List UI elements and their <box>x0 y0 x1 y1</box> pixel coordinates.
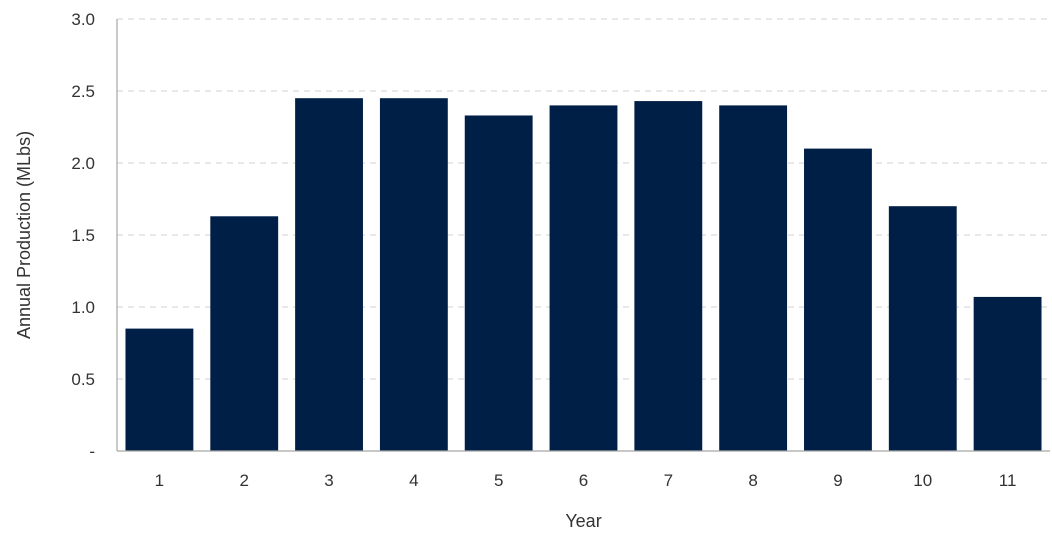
bar-year-2 <box>210 216 279 451</box>
x-tick-label: 11 <box>999 471 1017 490</box>
x-axis-title: Year <box>565 511 601 531</box>
x-tick-label: 6 <box>579 471 588 490</box>
bar-year-7 <box>634 101 703 451</box>
bar-year-11 <box>973 296 1042 451</box>
x-tick-label: 3 <box>324 471 333 490</box>
y-tick-label: - <box>89 442 95 461</box>
y-tick-label: 2.5 <box>71 82 95 101</box>
y-tick-label: 1.0 <box>71 298 95 317</box>
y-tick-labels: - 0.5 1.0 1.5 2.0 2.5 3.0 <box>71 10 95 461</box>
y-tick-label: 2.0 <box>71 154 95 173</box>
y-axis-title: Annual Production (MLbs) <box>14 131 34 339</box>
x-tick-label: 5 <box>494 471 503 490</box>
x-tick-label: 7 <box>664 471 673 490</box>
bar-year-5 <box>464 115 533 451</box>
x-tick-label: 8 <box>748 471 757 490</box>
y-tick-label: 0.5 <box>71 370 95 389</box>
y-tick-label: 1.5 <box>71 226 95 245</box>
bar-year-10 <box>888 206 957 451</box>
bar-year-9 <box>804 148 872 451</box>
y-tick-label: 3.0 <box>71 10 95 29</box>
bar-year-6 <box>549 105 618 452</box>
x-tick-label: 1 <box>155 471 164 490</box>
x-tick-label: 2 <box>239 471 248 490</box>
bar-year-3 <box>295 98 363 451</box>
x-tick-label: 10 <box>913 471 932 490</box>
x-tick-label: 4 <box>409 471 418 490</box>
x-tick-labels: 1 2 3 4 5 6 7 8 9 10 11 <box>155 471 1017 490</box>
axes <box>116 19 1050 452</box>
bar-year-4 <box>379 98 448 451</box>
bar-year-8 <box>719 105 788 452</box>
x-tick-label: 9 <box>833 471 842 490</box>
bar-year-1 <box>125 328 194 451</box>
bars <box>125 98 1042 452</box>
